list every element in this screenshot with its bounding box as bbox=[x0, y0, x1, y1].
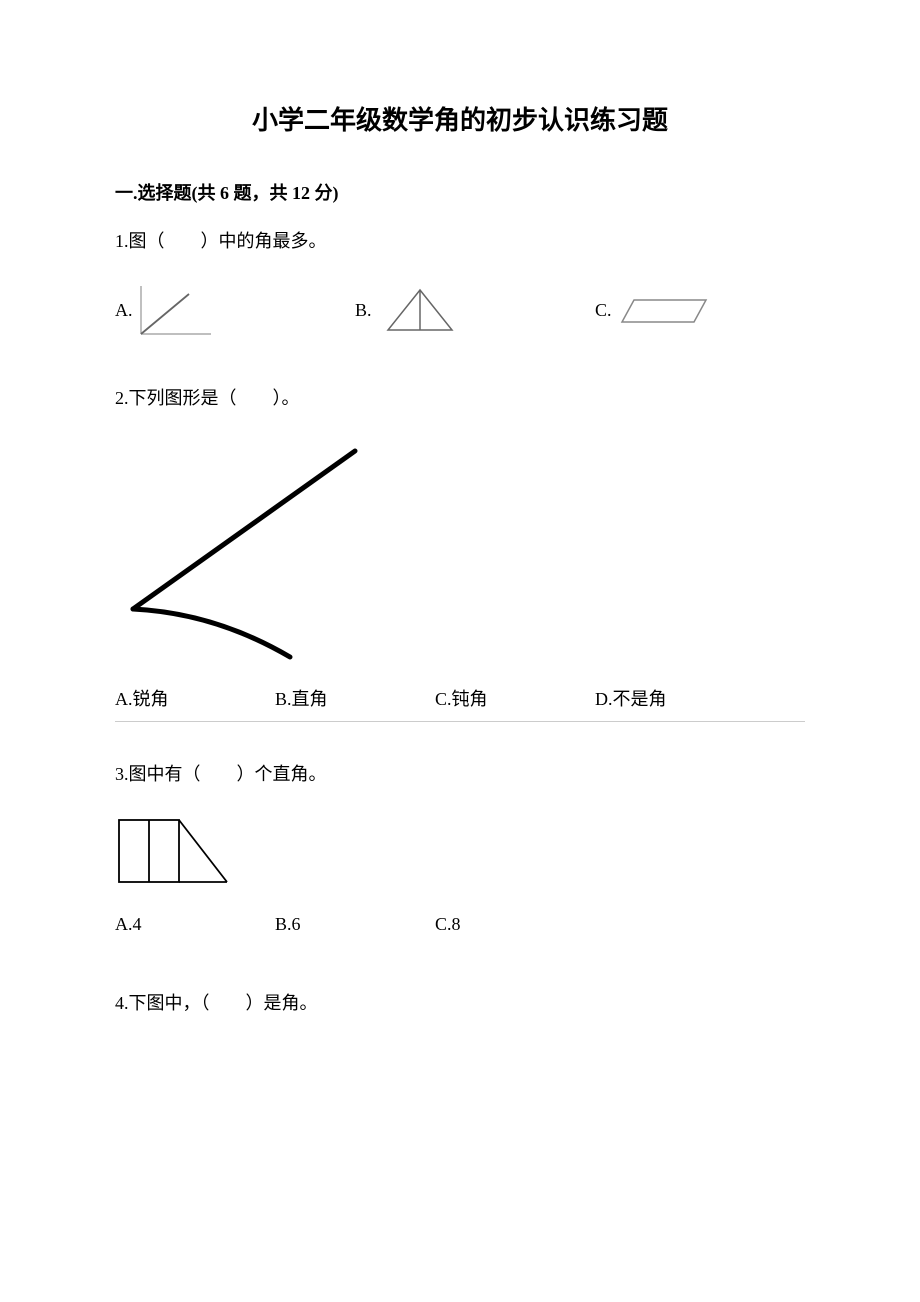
question-3-text: 3.图中有（ ）个直角。 bbox=[115, 762, 805, 787]
q2-option-b: B.直角 bbox=[275, 685, 435, 711]
document-title: 小学二年级数学角的初步认识练习题 bbox=[115, 100, 805, 137]
q1-label-a: A. bbox=[115, 300, 133, 321]
q1-figure-c bbox=[616, 290, 716, 330]
question-3-figure bbox=[115, 816, 805, 886]
q1-option-a: A. bbox=[115, 282, 355, 338]
page: 小学二年级数学角的初步认识练习题 一.选择题(共 6 题，共 12 分) 1.图… bbox=[0, 0, 920, 1302]
q3-option-b: B.6 bbox=[275, 914, 435, 935]
q3-option-c: C.8 bbox=[435, 914, 595, 935]
q2-option-d: D.不是角 bbox=[595, 685, 755, 711]
q1-label-c: C. bbox=[595, 300, 612, 321]
question-1-options: A. B. C. bbox=[115, 282, 805, 338]
question-2-text: 2.下列图形是（ ）。 bbox=[115, 386, 805, 411]
q1-figure-a bbox=[137, 282, 215, 338]
question-2-figure bbox=[115, 441, 805, 661]
divider-line bbox=[115, 721, 805, 722]
q1-label-b: B. bbox=[355, 300, 372, 321]
q1-figure-b bbox=[376, 284, 464, 336]
q1-option-c: C. bbox=[595, 290, 716, 330]
q2-option-c: C.钝角 bbox=[435, 685, 595, 711]
question-3-options: A.4 B.6 C.8 bbox=[115, 914, 805, 935]
q2-option-a: A.锐角 bbox=[115, 685, 275, 711]
q3-option-a: A.4 bbox=[115, 914, 275, 935]
question-2-options: A.锐角 B.直角 C.钝角 D.不是角 bbox=[115, 685, 805, 711]
question-1-text: 1.图（ ）中的角最多。 bbox=[115, 229, 805, 254]
question-4-text: 4.下图中，（ ）是角。 bbox=[115, 991, 805, 1016]
section-1-header: 一.选择题(共 6 题，共 12 分) bbox=[115, 179, 805, 205]
q1-option-b: B. bbox=[355, 284, 595, 336]
